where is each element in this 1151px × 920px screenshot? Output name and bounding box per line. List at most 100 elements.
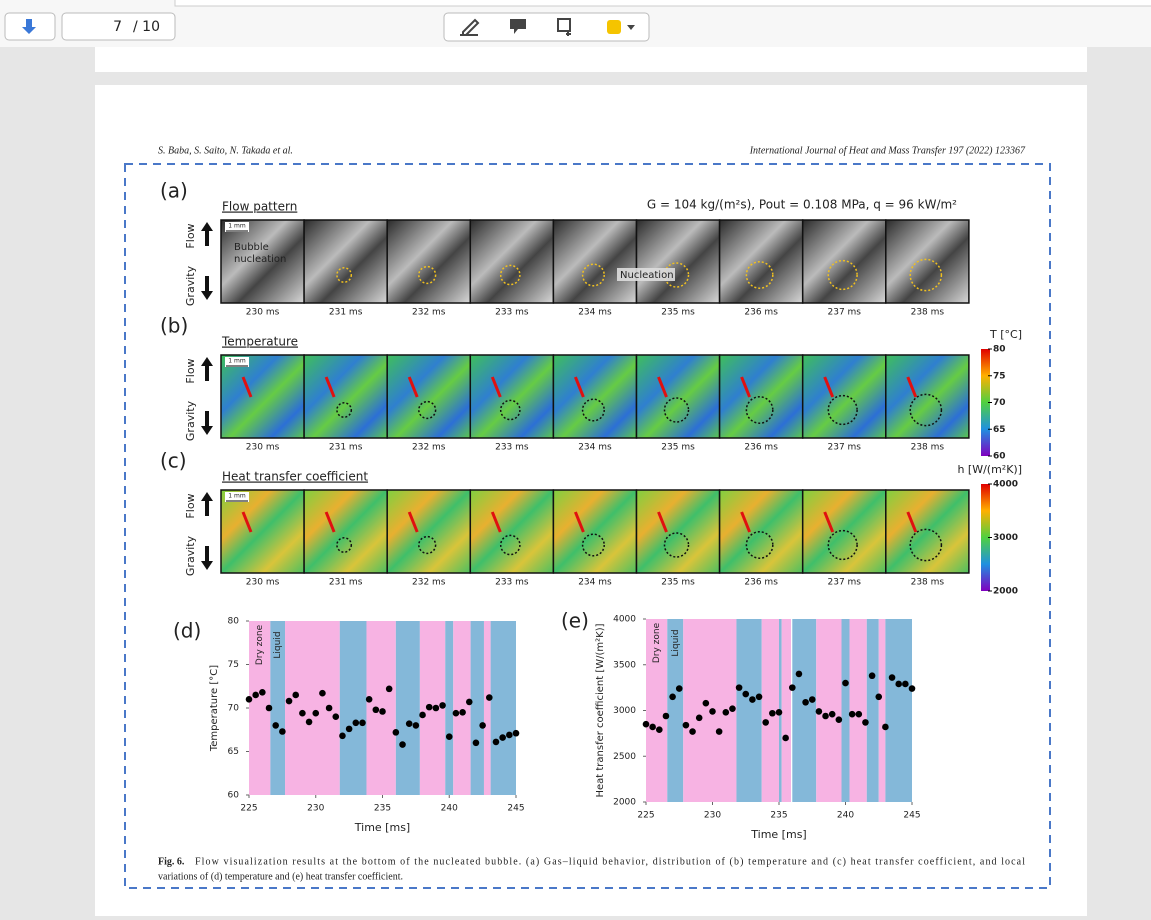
frame-time: 231 ms — [329, 578, 363, 588]
panel-title: Temperature — [221, 335, 298, 349]
y-tick-label: 3500 — [613, 660, 636, 670]
frame-time: 233 ms — [495, 443, 529, 453]
data-point — [332, 713, 340, 720]
frame — [635, 354, 721, 439]
region-label: Dry zone — [652, 622, 662, 663]
frame-time: 234 ms — [578, 578, 612, 588]
y-tick-label: 4000 — [613, 615, 636, 625]
red-arrow — [324, 376, 336, 398]
data-point — [432, 704, 440, 712]
data-point — [702, 699, 710, 707]
data-point — [512, 729, 520, 737]
bubble-outline — [581, 263, 605, 287]
frame-time: 235 ms — [661, 308, 695, 318]
region — [849, 619, 867, 802]
panel-label: (c) — [160, 449, 187, 473]
frame — [303, 489, 388, 574]
frame — [220, 354, 305, 439]
region-label: Liquid — [273, 631, 283, 658]
dropdown-icon — [627, 25, 635, 30]
data-point — [808, 696, 816, 703]
x-axis-title: Time [ms] — [354, 821, 410, 834]
colorbar-tick-label: 3000 — [993, 533, 1018, 543]
data-point — [299, 709, 306, 717]
bubble-outline — [499, 534, 521, 556]
data-point — [265, 704, 273, 712]
data-point — [862, 719, 869, 726]
y-tick-label: 65 — [228, 747, 239, 757]
x-tick-label: 235 — [770, 811, 787, 821]
bubble-outline — [336, 267, 353, 283]
data-point — [828, 710, 836, 718]
scale-bar: 1 mm — [228, 223, 246, 230]
y-tick-label: 3000 — [613, 706, 636, 716]
flow-arrow — [201, 357, 213, 381]
data-point — [749, 696, 756, 703]
frame-time: 233 ms — [495, 308, 529, 318]
data-point — [365, 696, 373, 703]
data-point — [405, 720, 413, 727]
flow-label: Flow — [184, 493, 197, 518]
frame-time: 235 ms — [661, 443, 695, 453]
selection-box — [124, 163, 1051, 889]
annotation-line: Bubble — [234, 242, 269, 253]
text-box-tool[interactable] — [557, 18, 571, 36]
data-point — [815, 708, 823, 715]
data-point — [755, 693, 763, 701]
region-label: Liquid — [671, 629, 681, 656]
conditions: G = 104 kg/(m²s), Pout = 0.108 MPa, q = … — [647, 198, 957, 212]
frame — [220, 219, 305, 304]
bubble-outline — [745, 396, 774, 424]
data-point — [656, 726, 663, 734]
page-input[interactable] — [61, 12, 176, 41]
data-point — [715, 728, 723, 735]
bubble-outline — [499, 264, 521, 286]
bubble-outline — [909, 258, 943, 292]
note-tool[interactable] — [510, 19, 526, 34]
data-point — [252, 691, 259, 699]
red-arrow — [906, 511, 918, 533]
x-tick-label: 240 — [837, 811, 854, 821]
bubble-outline — [336, 402, 353, 418]
colorbar-tick-label: 75 — [993, 371, 1006, 381]
frame-time: 238 ms — [911, 578, 945, 588]
colorbar-tick-label: 60 — [993, 452, 1006, 462]
x-axis-title: Time [ms] — [750, 828, 806, 841]
red-arrow — [906, 376, 918, 398]
data-point — [499, 734, 506, 741]
data-point — [486, 694, 493, 701]
flow-label: Flow — [184, 358, 197, 383]
annotation-line: nucleation — [234, 254, 286, 265]
scale-bar-box — [225, 492, 249, 502]
red-arrow — [574, 376, 585, 398]
frame-time: 232 ms — [412, 578, 446, 588]
data-point — [272, 722, 280, 729]
pen-tool[interactable] — [460, 18, 480, 36]
colorbar-title: T [°C] — [989, 328, 1022, 341]
bubble-outline — [418, 535, 437, 555]
colorbar-tick-label: 70 — [993, 398, 1006, 408]
x-tick-label: 240 — [441, 804, 458, 814]
x-tick-label: 225 — [637, 811, 654, 821]
scale-bar-box — [225, 222, 249, 232]
data-point — [292, 691, 300, 699]
region — [483, 621, 491, 795]
data-point — [439, 702, 446, 709]
region — [339, 621, 367, 795]
data-point — [695, 714, 703, 722]
page-count: / 10 — [133, 19, 160, 35]
x-tick-label: 230 — [704, 811, 721, 821]
frame-time: 231 ms — [329, 443, 363, 453]
frame-time: 233 ms — [495, 578, 529, 588]
color-picker[interactable] — [607, 20, 621, 34]
data-point — [319, 689, 326, 697]
frame — [386, 489, 472, 574]
frame — [303, 354, 388, 439]
region — [878, 619, 886, 802]
frame — [718, 354, 804, 439]
frame — [885, 354, 970, 439]
bubble-outline — [499, 399, 521, 421]
y-tick-label: 70 — [228, 704, 240, 714]
down-arrow-icon — [22, 19, 36, 34]
data-point — [709, 708, 716, 715]
